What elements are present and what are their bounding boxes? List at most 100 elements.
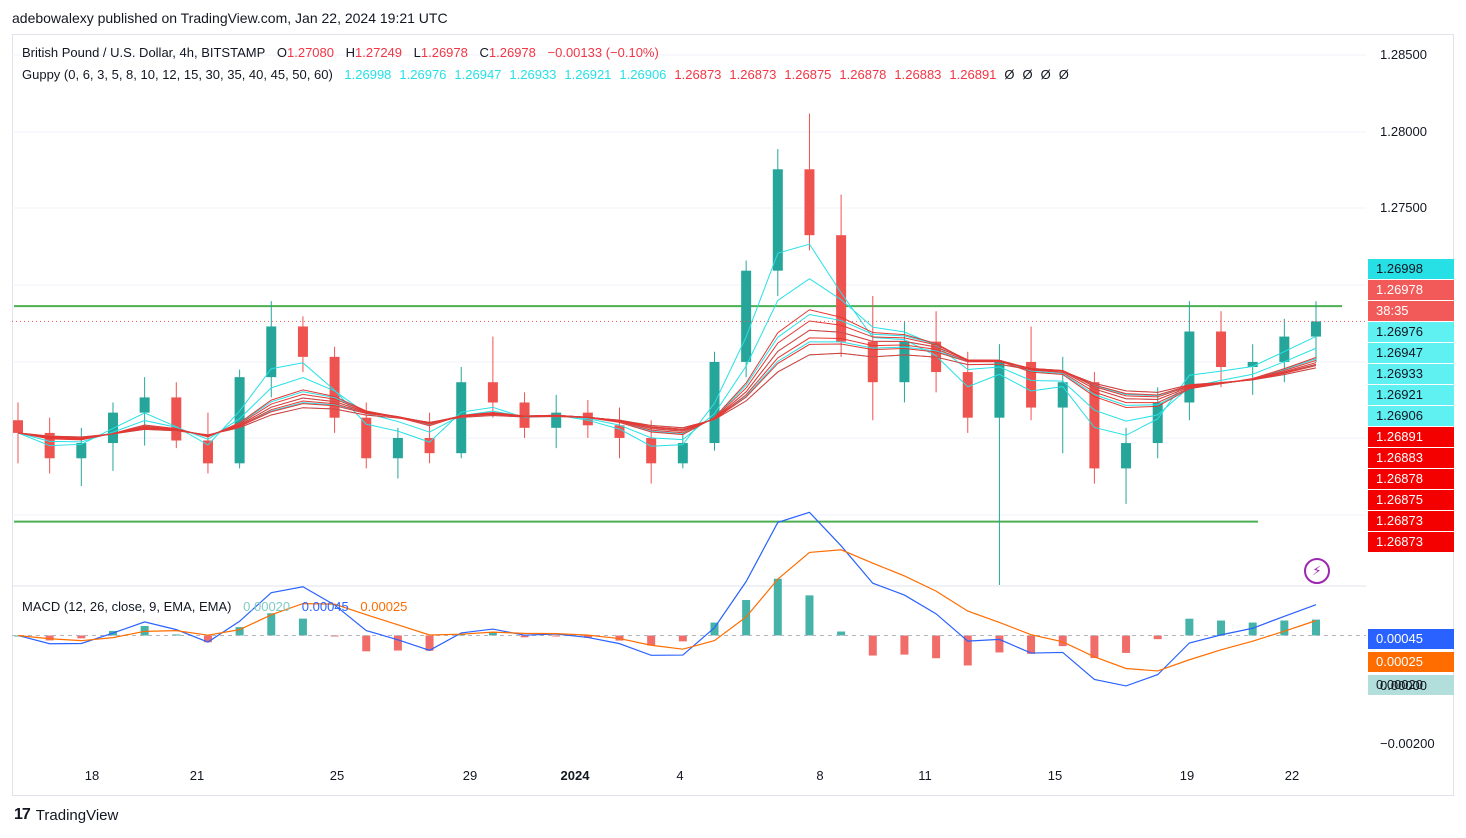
guppy-long-ema (17, 337, 1317, 439)
macd-histogram-bar (457, 634, 466, 636)
price-tag: 1.26891 (1368, 427, 1454, 447)
macd-histogram-bar (742, 600, 751, 636)
candle-body (677, 443, 688, 464)
guppy-value: 1.26947 (454, 67, 502, 82)
symbol-legend: British Pound / U.S. Dollar, 4h, BITSTAM… (22, 45, 667, 60)
macd-histogram-bar (362, 635, 371, 652)
candle-body (994, 361, 1005, 418)
guppy-value: 1.26933 (509, 67, 557, 82)
candle-body (962, 372, 973, 418)
ohlc-change: −0.00133 (−0.10%) (547, 45, 659, 60)
candle-body (13, 420, 23, 433)
macd-legend: MACD (12, 26, close, 9, EMA, EMA) 0.0002… (22, 599, 415, 614)
guppy-label: Guppy (0, 6, 3, 5, 8, 10, 12, 15, 30, 35… (22, 67, 333, 82)
guppy-short-ema (17, 278, 1317, 443)
macd-histogram-bar (1090, 635, 1099, 659)
guppy-legend: Guppy (0, 6, 3, 5, 8, 10, 12, 15, 30, 35… (22, 67, 1085, 82)
candle-body (1279, 336, 1290, 362)
time-label: 29 (462, 768, 478, 783)
price-tag: 1.26998 (1368, 259, 1454, 279)
macd-signal-value: 0.00025 (360, 599, 408, 614)
price-tag: 1.26978 (1368, 280, 1454, 300)
time-label: 4 (676, 768, 684, 783)
signal-line (17, 549, 1317, 672)
macd-histogram-bar (235, 627, 244, 636)
macd-tag: 0.00020 (1368, 675, 1454, 695)
candle-body (1184, 331, 1195, 403)
candle-body (171, 397, 182, 441)
macd-histogram-bar (172, 634, 181, 636)
macd-histogram-bar (837, 631, 846, 636)
price-tag: 1.26921 (1368, 385, 1454, 405)
macd-histogram-bar (773, 578, 782, 636)
price-tag: 1.26976 (1368, 322, 1454, 342)
guppy-value: 1.26891 (949, 67, 997, 82)
price-tag: 1.26947 (1368, 343, 1454, 363)
candle-body (1057, 382, 1068, 408)
ohlc-open-label: O (276, 45, 287, 60)
guppy-value: Ø (1022, 67, 1033, 82)
macd-histogram-bar (710, 622, 719, 636)
guppy-value: 1.26873 (674, 67, 722, 82)
macd-histogram-bar (678, 635, 687, 642)
macd-histogram-bar (1312, 619, 1320, 636)
candle-body (329, 356, 340, 418)
macd-histogram-bar (583, 635, 592, 638)
macd-histogram-bar (203, 635, 212, 643)
tradingview-logo-icon: 17 (14, 806, 31, 823)
candle-body (836, 235, 847, 342)
price-tag: 1.26878 (1368, 469, 1454, 489)
macd-histogram-bar (1027, 635, 1036, 654)
candle-body (266, 326, 277, 378)
macd-histogram-bar (932, 635, 941, 659)
candle-body (899, 341, 910, 383)
ohlc-low: 1.26978 (420, 45, 468, 60)
guppy-value: Ø (1040, 67, 1051, 82)
candle-body (424, 437, 435, 454)
macd-histogram-bar (45, 635, 54, 641)
time-label: 11 (918, 768, 932, 783)
candle-body (202, 440, 213, 464)
time-label: 2024 (560, 768, 590, 783)
guppy-value: 1.26875 (784, 67, 832, 82)
macd-tag: 0.00045 (1368, 629, 1454, 649)
macd-histogram-bar (868, 635, 877, 656)
price-axis-label: 1.28000 (1380, 124, 1427, 139)
price-tag: 1.26873 (1368, 511, 1454, 531)
macd-histogram-bar (520, 635, 529, 638)
candle-body (1311, 321, 1321, 337)
macd-histogram-bar (995, 635, 1004, 653)
time-label: 21 (189, 768, 205, 783)
price-tag: 1.26906 (1368, 406, 1454, 426)
macd-hist-value: 0.00020 (243, 599, 291, 614)
time-label: 22 (1284, 768, 1300, 783)
ohlc-close: 1.26978 (488, 45, 536, 60)
candle-body (741, 270, 752, 362)
macd-histogram-bar (1280, 620, 1289, 636)
candle-body (551, 412, 562, 428)
candle-body (76, 443, 87, 459)
ohlc-low-label: L (413, 45, 421, 60)
candle-body (361, 417, 372, 459)
guppy-value: 1.26873 (729, 67, 777, 82)
macd-histogram-bar (1122, 635, 1131, 653)
guppy-value: 1.26878 (839, 67, 887, 82)
guppy-values: 1.26998 1.26976 1.26947 1.26933 1.26921 1.269… (344, 67, 1077, 82)
macd-histogram-bar (267, 613, 276, 636)
guppy-long-ema (17, 309, 1317, 441)
lightning-icon[interactable]: ⚡ (1304, 558, 1330, 584)
candle-body (234, 377, 245, 464)
guppy-value: 1.26883 (894, 67, 942, 82)
macd-label: MACD (12, 26, close, 9, EMA, EMA) (22, 599, 232, 614)
macd-histogram-bar (425, 635, 434, 651)
macd-histogram-bar (805, 595, 814, 636)
candle-body (297, 326, 308, 357)
guppy-value: 1.26998 (344, 67, 392, 82)
macd-histogram-bar (1185, 618, 1194, 636)
ohlc-open: 1.27080 (287, 45, 334, 60)
price-tag: 1.26933 (1368, 364, 1454, 384)
candle-body (392, 437, 403, 459)
candle-body (1089, 382, 1100, 469)
candle-body (487, 382, 498, 403)
